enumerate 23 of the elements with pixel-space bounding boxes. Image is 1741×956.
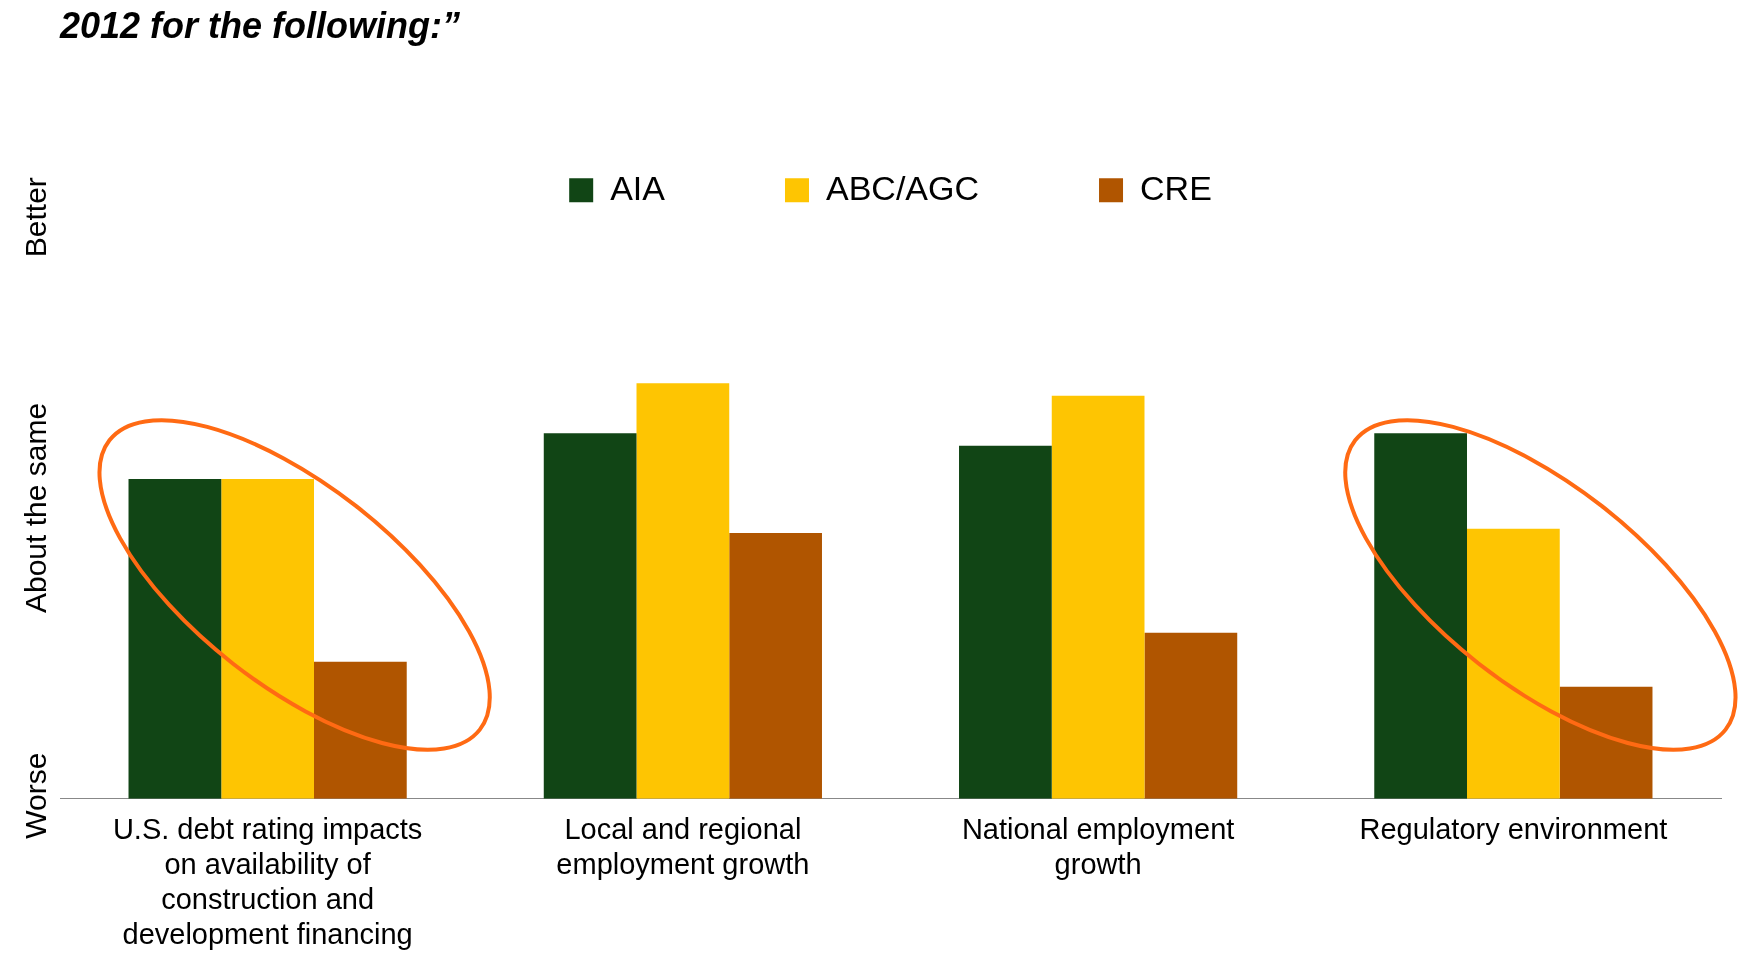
x-tick-label: Local and regional employment growth bbox=[556, 813, 810, 880]
bar bbox=[1374, 433, 1468, 799]
bar bbox=[1051, 395, 1145, 799]
legend-label: AIA bbox=[610, 168, 666, 207]
bar bbox=[959, 445, 1052, 799]
text: Worse bbox=[19, 752, 53, 839]
bar bbox=[1559, 686, 1653, 799]
bar bbox=[221, 478, 314, 799]
legend-label: ABC/AGC bbox=[825, 168, 980, 207]
bar bbox=[314, 661, 407, 799]
bar bbox=[729, 532, 822, 799]
x-tick-label: U.S. debt rating impacts on availability of construction and development financing bbox=[112, 813, 423, 950]
legend-label: CRE bbox=[1140, 168, 1212, 207]
x-tick-label: National employment growth bbox=[961, 813, 1235, 880]
bar bbox=[1467, 528, 1560, 799]
x-tick-label: Regulatory environment bbox=[1359, 813, 1668, 846]
bar bbox=[128, 478, 222, 799]
bar bbox=[636, 383, 730, 799]
text: Better bbox=[19, 177, 53, 258]
text: About the same bbox=[19, 402, 53, 614]
bar bbox=[1144, 632, 1238, 799]
bar bbox=[543, 433, 637, 799]
chart-title: 2012 for the following:” bbox=[59, 4, 461, 46]
